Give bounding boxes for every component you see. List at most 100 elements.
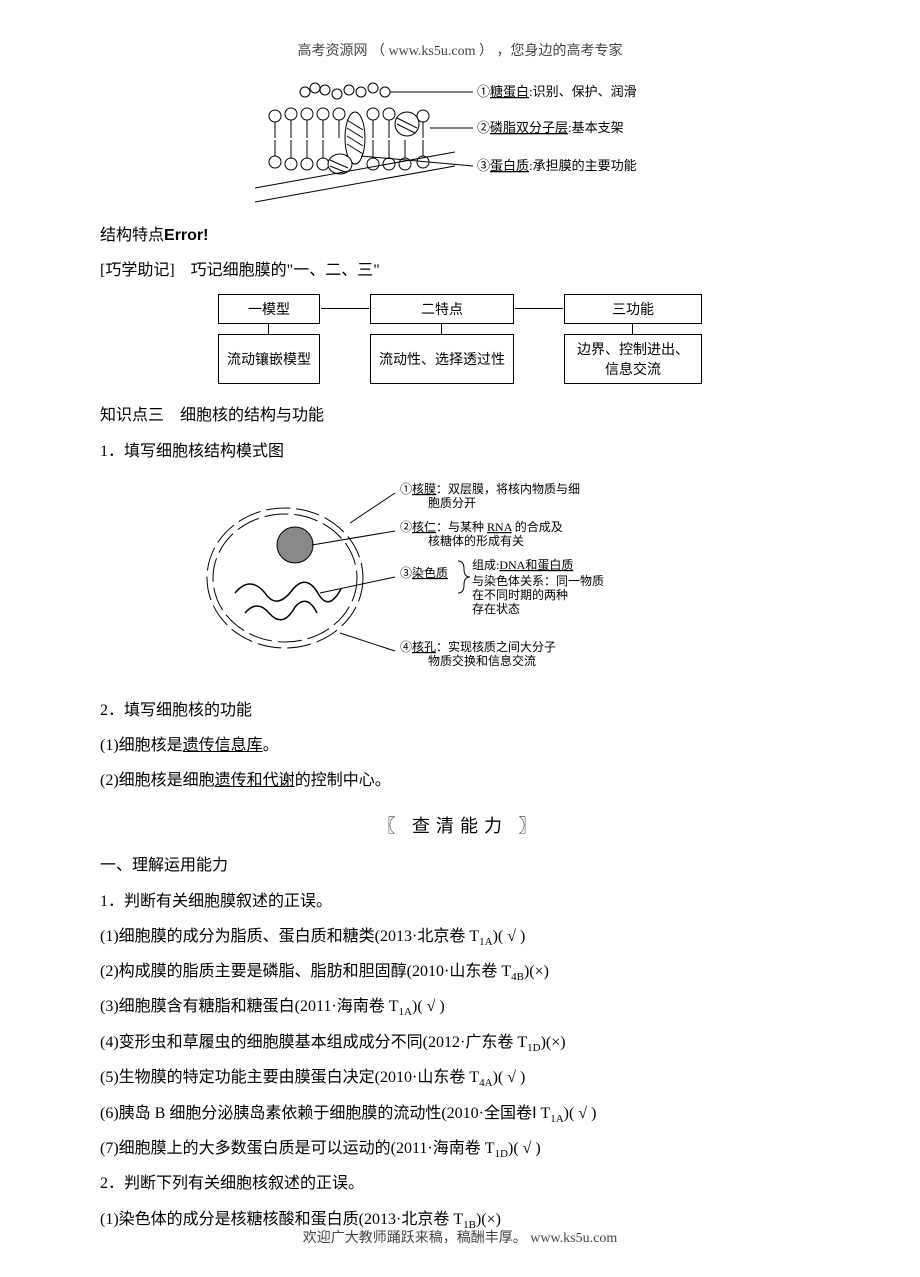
item-sub: 4A — [479, 1077, 492, 1089]
page: 高考资源网 （ www.ks5u.com ） ，您身边的高考专家 ①糖蛋白:识别… — [0, 0, 920, 1277]
ability-list-1: (1)细胞膜的成分为脂质、蛋白质和糖类(2013·北京卷 T1A)( √ )(2… — [100, 919, 820, 1167]
item-sub: 4B — [511, 971, 524, 983]
item-tail: T — [513, 1034, 527, 1051]
item-source: 全国卷 — [484, 1105, 532, 1122]
membrane-diagram: ①糖蛋白:识别、保护、润滑 — [100, 78, 820, 208]
membrane-label-3-desc: :承担膜的主要功能 — [529, 158, 637, 173]
header-url[interactable]: www.ks5u.com — [389, 44, 476, 59]
membrane-label-1: 糖蛋白 — [490, 84, 529, 99]
item-close: )( √ ) — [508, 1140, 541, 1157]
header-site: 高考资源网 — [298, 44, 368, 59]
nuc-l1-name: 核膜 — [412, 482, 436, 496]
item-text: (1)染色体的成分是核糖核酸和蛋白质(2013· — [100, 1211, 401, 1228]
svg-text:③染色质: ③染色质 — [400, 565, 448, 580]
judgement-item: (7)细胞膜上的大多数蛋白质是可以运动的(2011·海南卷 T1D)( √ ) — [100, 1131, 820, 1166]
item-source: 海南卷 — [337, 998, 385, 1015]
item-source: 北京卷 — [417, 928, 465, 945]
item-sub: 1A — [479, 936, 492, 948]
nuc-l4-name: 核孔 — [412, 640, 436, 654]
judgement-item: (6)胰岛 B 细胞分泌胰岛素依赖于细胞膜的流动性(2010·全国卷Ⅰ T1A)… — [100, 1096, 820, 1131]
item-text: (6)胰岛 B 细胞分泌胰岛素依赖于细胞膜的流动性(2010· — [100, 1105, 484, 1122]
kp3-heading: 知识点三 细胞核的结构与功能 — [100, 398, 820, 433]
header-paren-close: ） — [479, 44, 493, 59]
mnemonic-bot-3: 边界、控制进出、 信息交流 — [564, 334, 702, 384]
item-tail: T — [497, 963, 511, 980]
item-close: )(×) — [524, 963, 549, 980]
nuc-l3-name: 染色质 — [412, 565, 448, 580]
item-tail: T — [465, 1069, 479, 1086]
item-tail: T — [449, 1211, 463, 1228]
svg-text:③蛋白质:承担膜的主要功能: ③蛋白质:承担膜的主要功能 — [477, 158, 637, 173]
nucleus-func-2: (2)细胞核是细胞遗传和代谢的控制中心。 — [100, 763, 820, 798]
item-text: (3)细胞膜含有糖脂和糖蛋白(2011· — [100, 998, 337, 1015]
item-sub: 1D — [495, 1148, 508, 1160]
nf1-pre: (1)细胞核是 — [100, 737, 183, 754]
ability-q2: 2．判断下列有关细胞核叙述的正误。 — [100, 1166, 820, 1201]
item-tail: T — [385, 998, 399, 1015]
mnemonic-top-1: 一模型 — [218, 294, 320, 324]
item-text: (7)细胞膜上的大多数蛋白质是可以运动的(2011· — [100, 1140, 433, 1157]
mnemonic-title: 巧记细胞膜的"一、二、三" — [191, 262, 380, 279]
svg-text:①糖蛋白:识别、保护、润滑: ①糖蛋白:识别、保护、润滑 — [477, 84, 637, 99]
membrane-label-1-desc: :识别、保护、润滑 — [529, 84, 637, 99]
nf2-post: 的控制中心。 — [295, 772, 391, 789]
item-close: )( √ ) — [493, 928, 526, 945]
error-line: 结构特点Error! — [100, 218, 820, 253]
footer-url[interactable]: www.ks5u.com — [530, 1231, 617, 1246]
footer-text: 欢迎广大教师踊跃来稿，稿酬丰厚。 — [303, 1231, 527, 1246]
mnemonic-top-2: 二特点 — [370, 294, 514, 324]
nucleus-func-1: (1)细胞核是遗传信息库。 — [100, 728, 820, 763]
judgement-item: (3)细胞膜含有糖脂和糖蛋白(2011·海南卷 T1A)( √ ) — [100, 989, 820, 1024]
nucleus-func-heading: 2．填写细胞核的功能 — [100, 693, 820, 728]
item-close: )( √ ) — [564, 1105, 597, 1122]
item-source: 广东卷 — [465, 1034, 513, 1051]
mnemonic-top-3: 三功能 — [564, 294, 702, 324]
svg-text:存在状态: 存在状态 — [472, 602, 520, 616]
item-source: 山东卷 — [449, 963, 497, 980]
page-footer: 欢迎广大教师踊跃来稿，稿酬丰厚。 www.ks5u.com — [0, 1227, 920, 1247]
item-close: )(×) — [541, 1034, 566, 1051]
membrane-label-3: 蛋白质 — [490, 158, 529, 173]
svg-text:②核仁：与某种 RNA 的合成及: ②核仁：与某种 RNA 的合成及 — [400, 519, 563, 534]
membrane-label-2: 磷脂双分子层 — [490, 120, 568, 135]
judgement-item: (2)构成膜的脂质主要是磷脂、脂肪和胆固醇(2010·山东卷 T4B)(×) — [100, 954, 820, 989]
svg-text:核糖体的形成有关: 核糖体的形成有关 — [428, 533, 524, 548]
header-paren-open: （ — [371, 44, 389, 59]
page-header: 高考资源网 （ www.ks5u.com ） ，您身边的高考专家 — [100, 40, 820, 60]
item-close: )(×) — [476, 1211, 501, 1228]
mnemonic-diagram: 一模型 二特点 三功能 流动镶嵌模型 流动性、选择透过性 边界、控制进出、 信息… — [100, 294, 820, 384]
item-sub: 1A — [399, 1007, 412, 1019]
mnemonic-bot-2: 流动性、选择透过性 — [370, 334, 514, 384]
svg-text:与染色体关系：同一物质: 与染色体关系：同一物质 — [472, 573, 604, 588]
nf2-pre: (2)细胞核是细胞 — [100, 772, 215, 789]
error-prefix: 结构特点 — [100, 227, 164, 244]
error-text: Error! — [164, 227, 208, 244]
item-source: 山东卷 — [417, 1069, 465, 1086]
svg-text:组成:DNA和蛋白质: 组成:DNA和蛋白质 — [472, 557, 573, 572]
item-source: 海南卷 — [433, 1140, 481, 1157]
item-text: (4)变形虫和草履虫的细胞膜基本组成成分不同(2012· — [100, 1034, 465, 1051]
nf2-u: 遗传和代谢 — [215, 772, 295, 789]
mnemonic-prefix: [巧学助记] — [100, 262, 191, 279]
item-tail: T — [465, 928, 479, 945]
item-tail: T — [481, 1140, 495, 1157]
item-source: 北京卷 — [401, 1211, 449, 1228]
svg-text:物质交换和信息交流: 物质交换和信息交流 — [428, 653, 536, 668]
svg-text:在不同时期的两种: 在不同时期的两种 — [472, 587, 568, 602]
svg-text:②磷脂双分子层:基本支架: ②磷脂双分子层:基本支架 — [477, 120, 624, 135]
ability-banner: 〖 查清能力 〗 — [100, 812, 820, 838]
item-close: )( √ ) — [412, 998, 445, 1015]
judgement-item: (5)生物膜的特定功能主要由膜蛋白决定(2010·山东卷 T4A)( √ ) — [100, 1060, 820, 1095]
membrane-label-2-desc: :基本支架 — [568, 120, 624, 135]
nf1-u: 遗传信息库 — [183, 737, 263, 754]
header-slogan: ，您身边的高考专家 — [496, 44, 622, 59]
svg-text:胞质分开: 胞质分开 — [428, 496, 476, 510]
mnemonic-bot-1: 流动镶嵌模型 — [218, 334, 320, 384]
svg-text:④核孔：实现核质之间大分子: ④核孔：实现核质之间大分子 — [400, 639, 556, 654]
nucleus-diagram: ①核膜：双层膜，将核内物质与细 胞质分开 ②核仁：与某种 RNA 的合成及 核糖… — [100, 473, 820, 683]
nuc-l2-name: 核仁 — [412, 520, 436, 534]
svg-text:①核膜：双层膜，将核内物质与细: ①核膜：双层膜，将核内物质与细 — [400, 482, 580, 496]
item-text: (1)细胞膜的成分为脂质、蛋白质和糖类(2013· — [100, 928, 417, 945]
item-sub: 1A — [550, 1113, 563, 1125]
judgement-item: (4)变形虫和草履虫的细胞膜基本组成成分不同(2012·广东卷 T1D)(×) — [100, 1025, 820, 1060]
